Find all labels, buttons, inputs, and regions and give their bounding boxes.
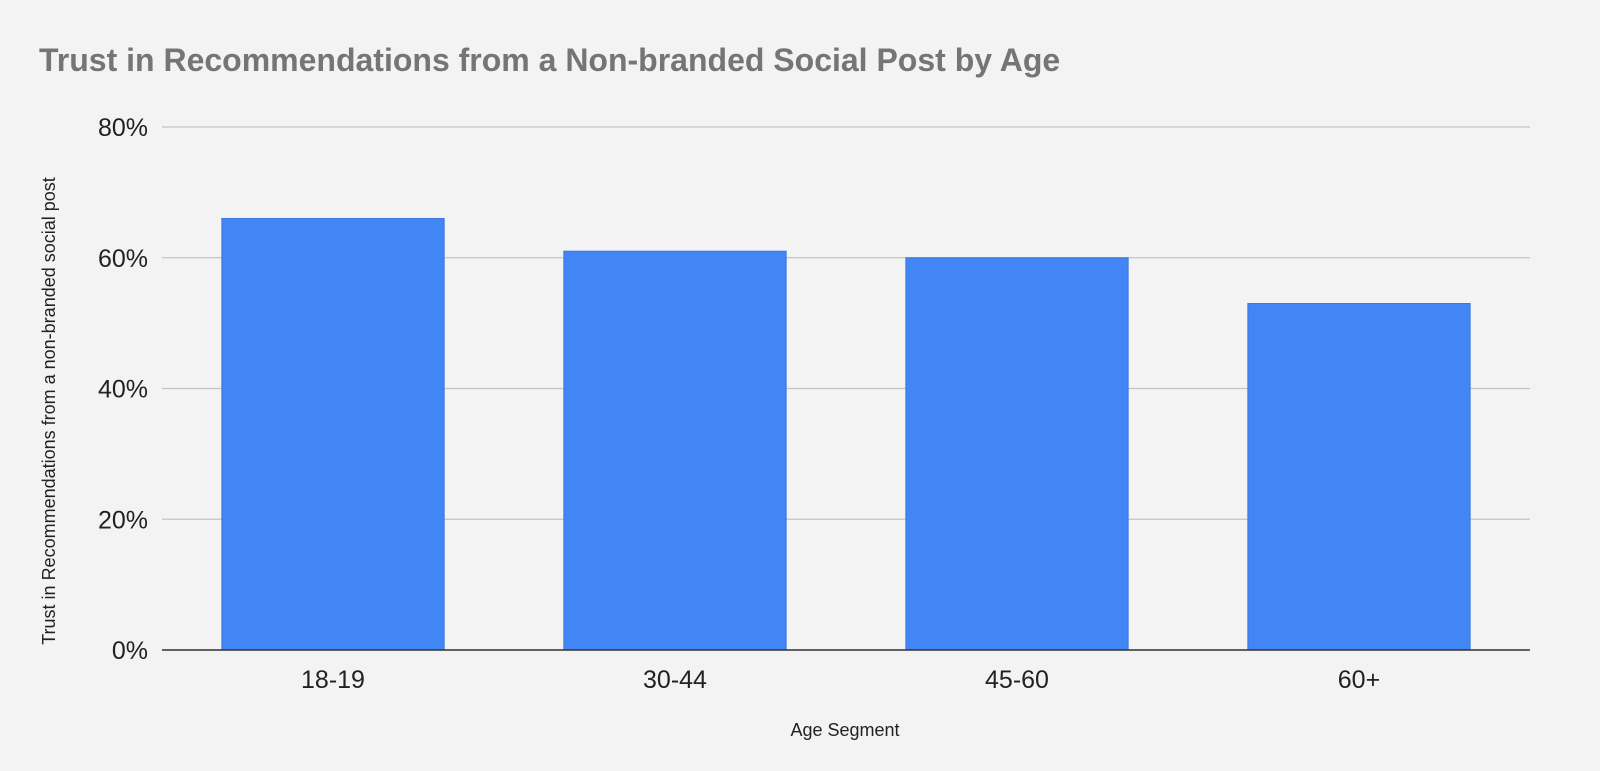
chart-title: Trust in Recommendations from a Non-bran… bbox=[39, 42, 1060, 78]
bar-30-44 bbox=[563, 250, 787, 651]
y-tick-label: 60% bbox=[98, 245, 148, 273]
y-tick-label: 80% bbox=[98, 114, 148, 142]
x-axis-ticks: 18-19 30-44 45-60 60+ bbox=[301, 666, 1380, 694]
bar-18-19 bbox=[221, 218, 445, 651]
x-tick-label: 60+ bbox=[1338, 666, 1380, 694]
y-tick-label: 20% bbox=[98, 506, 148, 534]
bar-60+ bbox=[1247, 303, 1471, 651]
y-tick-label: 0% bbox=[112, 637, 148, 665]
x-tick-label: 30-44 bbox=[643, 666, 707, 694]
y-axis-ticks: 0% 20% 40% 60% 80% bbox=[98, 114, 148, 665]
bar-45-60 bbox=[905, 257, 1129, 651]
y-axis-title: Trust in Recommendations from a non-bran… bbox=[39, 177, 59, 645]
x-tick-label: 45-60 bbox=[985, 666, 1049, 694]
x-axis-title: Age Segment bbox=[790, 720, 899, 740]
bars bbox=[221, 218, 1471, 651]
y-tick-label: 40% bbox=[98, 376, 148, 404]
x-tick-label: 18-19 bbox=[301, 666, 365, 694]
